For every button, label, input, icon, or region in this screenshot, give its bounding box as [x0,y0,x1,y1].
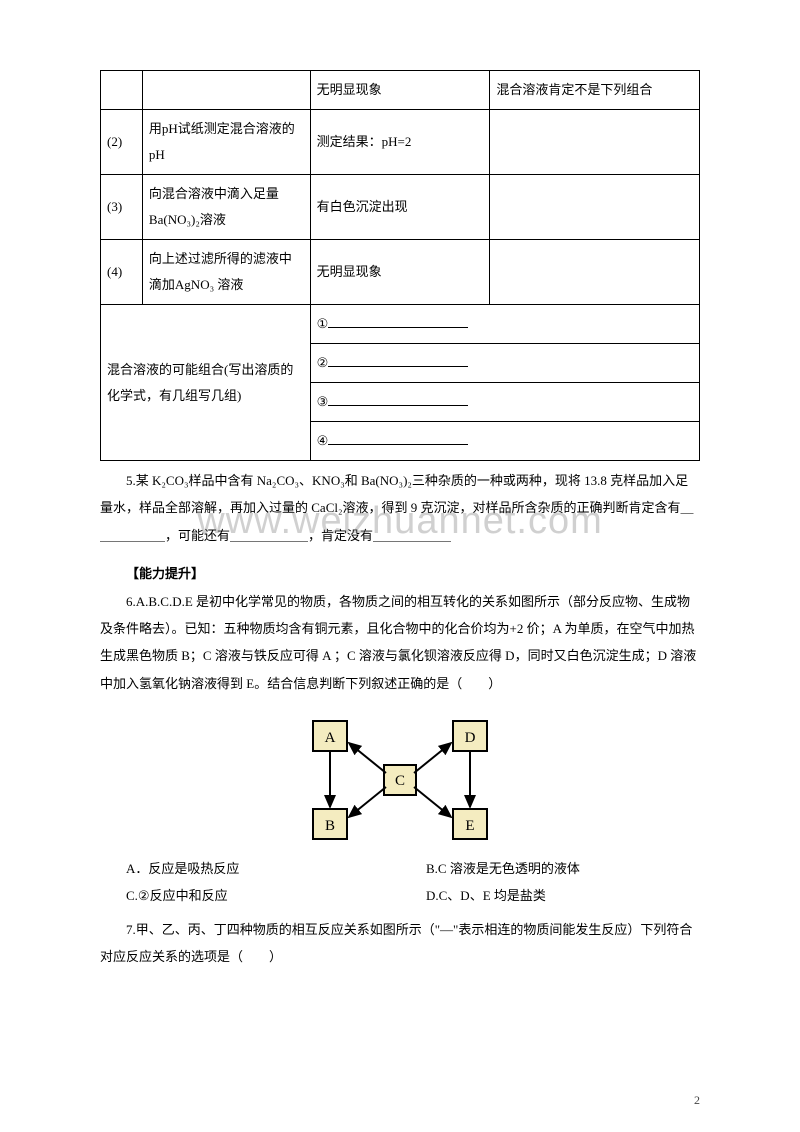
node-a-label: A [325,730,336,746]
cell: (2) [101,110,143,175]
table-row: (3) 向混合溶液中滴入足量Ba(NO₃)₂溶液 有白色沉淀出现 [101,175,700,240]
cell [490,240,700,305]
table-row: (4) 向上述过滤所得的滤液中滴加AgNO₃ 溶液 无明显现象 [101,240,700,305]
node-d-label: D [465,730,476,746]
option-a: A．反应是吸热反应 [100,855,400,882]
blank-line [328,354,468,367]
cell: 向上述过滤所得的滤液中滴加AgNO₃ 溶液 [142,240,310,305]
option-c: C.②反应中和反应 [100,882,400,909]
circled-num: ② [317,350,329,376]
answer-line-cell: ① [310,305,699,344]
answer-line-cell: ③ [310,383,699,422]
page-number: 2 [694,1093,700,1108]
circled-num: ④ [317,428,329,454]
node-b-label: B [325,818,335,834]
section-heading: 【能力提升】 [100,563,700,582]
summary-label-cell: 混合溶液的可能组合(写出溶质的化学式，有几组写几组) [101,305,311,461]
option-d: D.C、D、E 均是盐类 [400,882,700,909]
table-row: (2) 用pH试纸测定混合溶液的pH 测定结果：pH=2 [101,110,700,175]
reaction-diagram: C A B D E [285,715,515,845]
cell [490,110,700,175]
experiment-table: 无明显现象 混合溶液肯定不是下列组合 (2) 用pH试纸测定混合溶液的pH 测定… [100,70,700,461]
question-5: 5.某 K₂CO₃样品中含有 Na₂CO₃、KNO₃和 Ba(NO₃)₂三种杂质… [100,467,700,549]
cell: 无明显现象 [310,71,490,110]
table-row: 无明显现象 混合溶液肯定不是下列组合 [101,71,700,110]
table-row: 混合溶液的可能组合(写出溶质的化学式，有几组写几组) ① [101,305,700,344]
node-c-label: C [395,773,405,789]
question-6-options: A．反应是吸热反应 B.C 溶液是无色透明的液体 C.②反应中和反应 D.C、D… [100,855,700,910]
node-e-label: E [465,818,474,834]
cell: 测定结果：pH=2 [310,110,490,175]
blank-line [328,432,468,445]
circled-num: ① [317,311,329,337]
cell: 有白色沉淀出现 [310,175,490,240]
cell: 混合溶液肯定不是下列组合 [490,71,700,110]
question-6: 6.A.B.C.D.E 是初中化学常见的物质，各物质之间的相互转化的关系如图所示… [100,588,700,697]
cell [490,175,700,240]
answer-line-cell: ④ [310,422,699,461]
blank-line [328,393,468,406]
answer-line-cell: ② [310,344,699,383]
cell: (4) [101,240,143,305]
cell [101,71,143,110]
blank-line [328,315,468,328]
cell: 用pH试纸测定混合溶液的pH [142,110,310,175]
cell: 无明显现象 [310,240,490,305]
question-7: 7.甲、乙、丙、丁四种物质的相互反应关系如图所示（"—"表示相连的物质间能发生反… [100,916,700,971]
cell: 向混合溶液中滴入足量Ba(NO₃)₂溶液 [142,175,310,240]
cell: (3) [101,175,143,240]
circled-num: ③ [317,389,329,415]
cell [142,71,310,110]
option-b: B.C 溶液是无色透明的液体 [400,855,700,882]
